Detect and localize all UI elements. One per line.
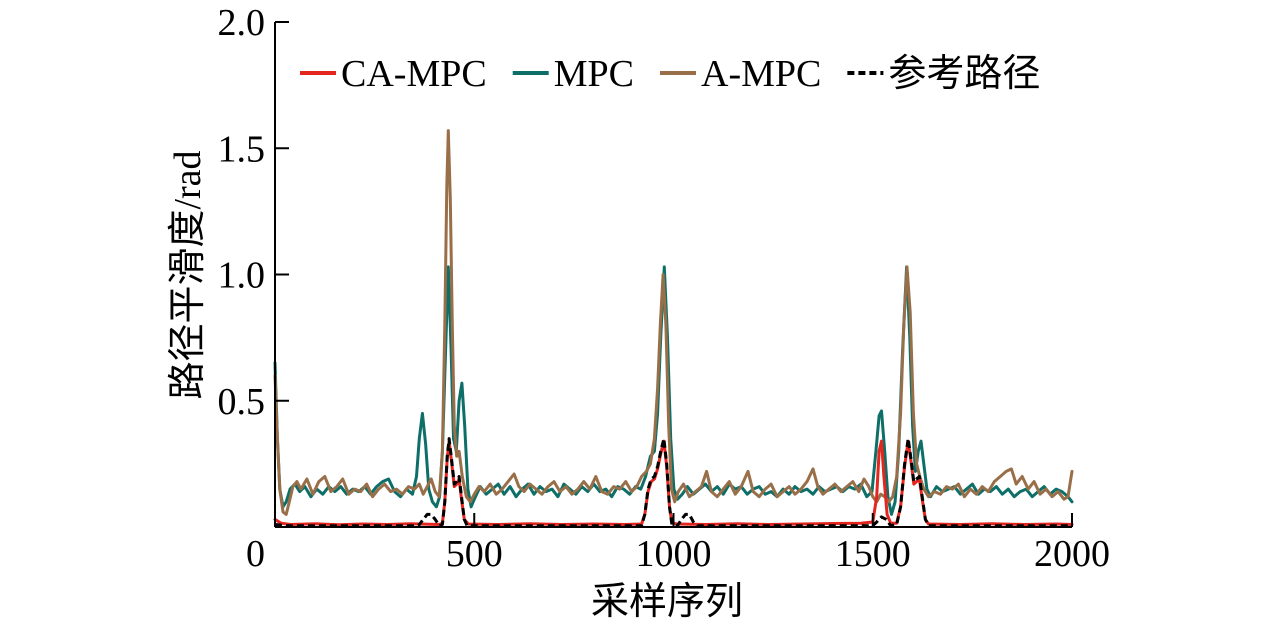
axes bbox=[274, 21, 1073, 528]
x-tick-labels: 0 500 1000 1500 2000 bbox=[246, 533, 1110, 575]
legend-label: 参考路径 bbox=[888, 53, 1040, 95]
x-tick-label: 2000 bbox=[1034, 533, 1110, 575]
legend-item-ca-mpc: CA-MPC bbox=[300, 53, 487, 95]
legend-label: CA-MPC bbox=[341, 53, 487, 95]
legend-label: A-MPC bbox=[701, 53, 821, 95]
legend-item-reference-path: 参考路径 bbox=[847, 53, 1040, 95]
legend: CA-MPC MPC A-MPC 参考路径 bbox=[300, 53, 1040, 95]
series-line-reference-path bbox=[274, 437, 1072, 528]
legend-item-mpc: MPC bbox=[512, 53, 634, 95]
legend-label: MPC bbox=[554, 53, 634, 95]
x-tick-label: 1000 bbox=[636, 533, 712, 575]
x-tick-label: 1500 bbox=[835, 533, 911, 575]
legend-item-a-mpc: A-MPC bbox=[660, 53, 821, 95]
plot-area bbox=[273, 129, 1074, 528]
x-tick-label: 0 bbox=[246, 533, 265, 575]
y-axis-title: 路径平滑度/rad bbox=[167, 150, 209, 399]
y-tick-label: 1.0 bbox=[218, 255, 266, 297]
y-tick-label: 0.5 bbox=[218, 381, 266, 423]
x-tick-label: 500 bbox=[446, 533, 503, 575]
x-axis-title: 采样序列 bbox=[591, 581, 743, 623]
y-tick-labels: 0.5 1.0 1.5 2.0 bbox=[218, 2, 266, 423]
y-tick-label: 1.5 bbox=[218, 128, 266, 170]
y-tick-label: 2.0 bbox=[218, 2, 266, 44]
